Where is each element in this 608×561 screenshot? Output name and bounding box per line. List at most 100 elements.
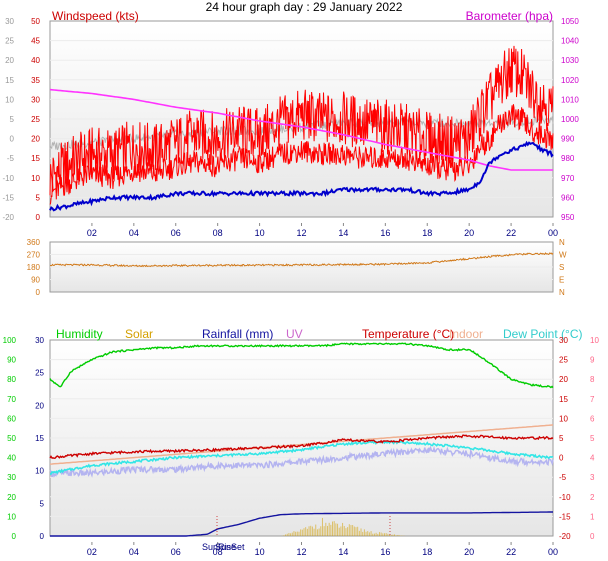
- dir-tick-left: 360: [27, 238, 41, 247]
- dir-tick-right: W: [559, 251, 567, 260]
- humidity-tick: 0: [12, 532, 17, 541]
- uv-tick: 8: [590, 375, 595, 384]
- temp-tick: 15: [559, 395, 568, 404]
- humidity-tick: 70: [7, 395, 16, 404]
- temp-tick: -5: [559, 473, 567, 482]
- wind-tick-outer: -5: [7, 154, 15, 163]
- series-barometer: [49, 88, 553, 171]
- wind-tick-outer: 5: [10, 115, 15, 124]
- wind-tick-inner: 25: [31, 115, 40, 124]
- wind-tick-outer: 25: [5, 37, 14, 46]
- uv-tick: 5: [590, 434, 595, 443]
- panel-3-x-tick: 12: [296, 547, 306, 557]
- temp-tick: 20: [559, 375, 568, 384]
- panel-3-x-tick: 16: [380, 547, 390, 557]
- wind-tick-outer: 20: [5, 56, 14, 65]
- panel-1-x-tick: 06: [171, 228, 181, 238]
- panel-3-x-tick: 14: [338, 547, 348, 557]
- indoor-tick: 5: [40, 499, 45, 508]
- uv-tick: 2: [590, 493, 595, 502]
- wind-tick-inner: 40: [31, 56, 40, 65]
- wind-tick-outer: -20: [2, 213, 14, 222]
- indoor-tick: 30: [35, 336, 44, 345]
- humidity-tick: 10: [7, 512, 16, 521]
- baro-tick: 1030: [561, 56, 579, 65]
- wind-tick-inner: 0: [36, 213, 41, 222]
- series-temperature: [49, 434, 554, 460]
- humidity-tick: 30: [7, 473, 16, 482]
- panel-1-x-tick: 08: [213, 228, 223, 238]
- humidity-tick: 80: [7, 375, 16, 384]
- uv-tick: 9: [590, 356, 595, 365]
- wind-tick-outer: 30: [5, 17, 14, 26]
- sunrise-label: SunRise: [202, 542, 236, 552]
- dir-tick-right: N: [559, 288, 565, 297]
- wind-tick-inner: 5: [36, 193, 41, 202]
- dir-tick-left: 270: [27, 251, 41, 260]
- baro-tick: 1050: [561, 17, 579, 26]
- series-apparent: [49, 445, 554, 478]
- temp-tick: -15: [559, 512, 571, 521]
- uv-tick: 4: [590, 454, 595, 463]
- uv-tick: 7: [590, 395, 595, 404]
- indoor-tick: 0: [40, 532, 45, 541]
- legend-temperature: Temperature (°C): [362, 327, 454, 341]
- panel-1-x-tick: 22: [506, 228, 516, 238]
- temp-tick: -10: [559, 493, 571, 502]
- dir-tick-left: 180: [27, 263, 41, 272]
- panel-1-x-tick: 12: [296, 228, 306, 238]
- temp-tick: 5: [559, 434, 564, 443]
- barometer-label: Barometer (hpa): [466, 9, 553, 23]
- series-average: [49, 140, 554, 212]
- temp-tick: -20: [559, 532, 571, 541]
- baro-tick: 960: [561, 193, 575, 202]
- baro-tick: 1000: [561, 115, 579, 124]
- uv-tick: 3: [590, 473, 595, 482]
- panel-1-x-tick: 02: [87, 228, 97, 238]
- wind-tick-inner: 15: [31, 154, 40, 163]
- humidity-tick: 100: [3, 336, 17, 345]
- legend-humidity: Humidity: [56, 327, 103, 341]
- series-dewpoint: [49, 439, 554, 475]
- panel-1-x-tick: 14: [338, 228, 348, 238]
- panel-3-x-tick: 00: [548, 547, 558, 557]
- legend-solar: Solar: [125, 327, 153, 341]
- wind-tick-inner: 10: [31, 174, 40, 183]
- panel-3-x-tick: 02: [87, 547, 97, 557]
- panel-3-x-tick: 04: [129, 547, 139, 557]
- legend-uv: UV: [286, 327, 303, 341]
- uv-tick: 1: [590, 512, 595, 521]
- series-humidity: [49, 342, 554, 389]
- baro-tick: 990: [561, 135, 575, 144]
- legend-indoor: Indoor: [449, 327, 483, 341]
- series-wind: [49, 104, 554, 205]
- indoor-tick: 15: [35, 434, 44, 443]
- temp-tick: 0: [559, 454, 564, 463]
- series-gust: [49, 45, 554, 200]
- humidity-tick: 50: [7, 434, 16, 443]
- panel-3-x-tick: 20: [464, 547, 474, 557]
- temp-tick: 10: [559, 414, 568, 423]
- dir-tick-right: S: [559, 263, 564, 272]
- panel-1-x-tick: 10: [255, 228, 265, 238]
- temp-tick: 25: [559, 356, 568, 365]
- panel-1-x-tick: 00: [548, 228, 558, 238]
- series-layer: [49, 45, 554, 537]
- baro-tick: 1040: [561, 37, 579, 46]
- wind-tick-inner: 45: [31, 37, 40, 46]
- sunset-label: SunSet: [215, 542, 245, 552]
- humidity-tick: 90: [7, 356, 16, 365]
- chart-title: 24 hour graph day : 29 January 2022: [206, 0, 403, 14]
- indoor-tick: 10: [35, 467, 44, 476]
- humidity-tick: 20: [7, 493, 16, 502]
- uv-tick: 0: [590, 532, 595, 541]
- wind-tick-outer: 10: [5, 95, 14, 104]
- series-direction: [49, 252, 554, 268]
- panel-1-x-tick: 18: [422, 228, 432, 238]
- legend-dewpoint: Dew Point (°C): [503, 327, 582, 341]
- panel-3-x-tick: 06: [171, 547, 181, 557]
- baro-tick: 980: [561, 154, 575, 163]
- panel-3-x-tick: 18: [422, 547, 432, 557]
- legend-rainfall: Rainfall (mm): [202, 327, 273, 341]
